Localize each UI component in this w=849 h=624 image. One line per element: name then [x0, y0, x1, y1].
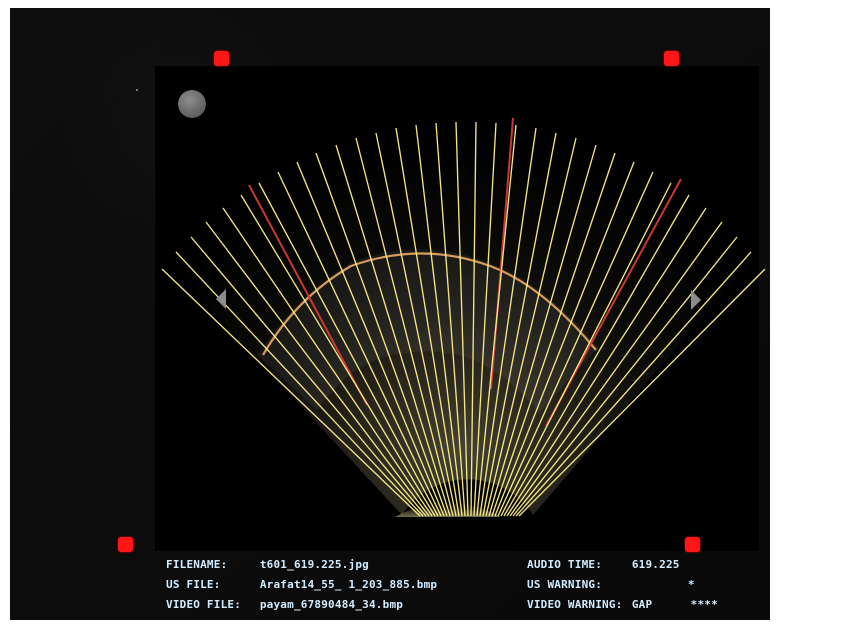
us-file-row: US FILE: Arafat14_55_ 1_203_885.bmp: [166, 578, 437, 591]
left-red-contour: [248, 184, 368, 406]
filename-label: FILENAME:: [166, 558, 228, 571]
scan-line: [482, 132, 557, 517]
scan-line: [277, 171, 442, 517]
scan-line: [494, 161, 635, 517]
video-warning-label: VIDEO WARNING:: [527, 598, 623, 611]
scan-line: [518, 268, 766, 517]
scan-line: [488, 144, 597, 517]
right-triangle-icon: [691, 290, 701, 310]
scan-line: [455, 121, 469, 517]
scan-line: [335, 144, 451, 517]
scan-line: [500, 182, 672, 517]
red-square-marker-icon: [118, 537, 133, 552]
scan-line: [395, 127, 460, 517]
video-file-value: payam_67890484_34.bmp: [259, 598, 404, 611]
us-warning-row: US WARNING: *: [527, 578, 695, 591]
scan-line: [515, 251, 752, 517]
tongue-contour: [262, 252, 597, 356]
red-square-marker-icon: [214, 51, 229, 66]
ultrasound-frame: FILENAME: t601_619.225.jpg US FILE: Araf…: [10, 8, 770, 620]
scan-lines: [161, 121, 766, 517]
scan-line: [491, 152, 616, 517]
ultrasound-fan-display: [161, 8, 766, 517]
scan-line: [355, 137, 454, 517]
scan-line: [205, 221, 430, 517]
us-file-value: Arafat14_55_ 1_203_885.bmp: [259, 578, 438, 591]
small-status-dot: [136, 89, 138, 91]
audio-time-row: AUDIO TIME: 619.225: [527, 558, 680, 571]
scan-line: [506, 207, 707, 517]
scan-line: [485, 137, 577, 517]
red-square-marker-icon: [685, 537, 700, 552]
scan-line: [415, 124, 463, 517]
filename-value: t601_619.225.jpg: [259, 558, 369, 571]
scan-line: [476, 124, 517, 517]
gray-circle-icon: [178, 90, 206, 118]
scan-line: [503, 194, 690, 517]
scan-line: [512, 236, 738, 517]
audio-time-value: 619.225: [631, 558, 680, 571]
us-file-label: US FILE:: [166, 578, 221, 591]
transducer-glow: [395, 502, 501, 517]
us-warning-value: *: [687, 578, 695, 591]
scan-line: [473, 122, 497, 517]
filename-row: FILENAME: t601_619.225.jpg: [166, 558, 369, 571]
scan-line: [190, 236, 427, 517]
video-file-row: VIDEO FILE: payam_67890484_34.bmp: [166, 598, 403, 611]
video-warning-value: GAP: [631, 598, 653, 611]
red-square-marker-icon: [664, 51, 679, 66]
video-warning-extra: ****: [690, 598, 718, 611]
metadata-footer: FILENAME: t601_619.225.jpg US FILE: Araf…: [166, 554, 770, 618]
scan-line: [509, 221, 723, 517]
scan-line: [315, 152, 448, 517]
scan-line: [435, 122, 466, 517]
us-warning-label: US WARNING:: [527, 578, 603, 591]
left-triangle-icon: [216, 289, 226, 309]
video-warning-row: VIDEO WARNING: GAP ****: [527, 598, 718, 611]
scan-line: [161, 268, 421, 517]
scan-line: [479, 127, 537, 517]
scan-line: [240, 194, 436, 517]
scan-line: [497, 171, 654, 517]
scan-line: [375, 132, 457, 517]
scan-line: [258, 182, 439, 517]
right-margin: [770, 8, 849, 620]
scan-line: [222, 207, 433, 517]
scan-line: [470, 121, 477, 517]
video-file-label: VIDEO FILE:: [166, 598, 242, 611]
scan-line: [296, 161, 445, 517]
audio-time-label: AUDIO TIME:: [527, 558, 603, 571]
